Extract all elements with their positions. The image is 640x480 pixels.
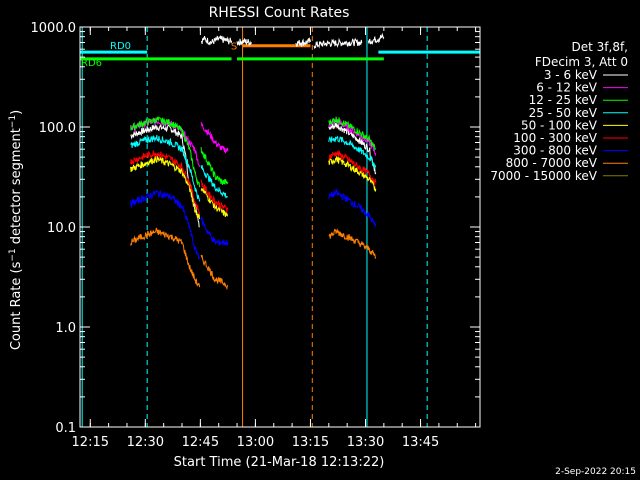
series-line-1-segment-1 [130,124,200,228]
legend-label-8: 800 - 7000 keV [506,156,598,170]
x-axis-label: Start Time (21-Mar-18 12:13:22) [174,455,385,470]
legend-label-7: 300 - 800 keV [513,144,597,158]
series-line-1-segment-4 [295,37,311,48]
series-line-4-segment-2 [200,165,228,199]
series-line-3-segment-2 [200,147,229,185]
state-label-rd0: RD0 [110,41,131,52]
footer-date: 2-Sep-2022 20:15 [555,467,636,477]
y-tick-label-5: 1000.0 [31,21,77,36]
series-line-1-segment-3 [236,38,253,47]
legend-header-line-2: FDecim 3, Att 0 [535,55,628,69]
x-tick-label-1: 12:15 [72,435,109,450]
x-tick-label-3: 12:45 [182,435,219,450]
legend-label-1: 3 - 6 keV [544,68,598,82]
series-line-5-segment-3 [328,156,377,192]
series-line-1-segment-5 [313,37,363,50]
x-tick-label-2: 12:30 [127,435,164,450]
y-axis-label: Count Rate (s−1 detector segment−1) [8,110,24,350]
legend-label-9: 7000 - 15000 keV [490,169,597,183]
series-line-7-segment-3 [328,189,377,228]
y-tick-label-4: 100.0 [39,121,76,136]
chart-title: RHESSI Count Rates [209,5,350,21]
y-tick-label-2: 1.0 [55,321,76,336]
series-line-4-segment-3 [328,136,377,169]
series-line-7-segment-2 [200,216,229,247]
series-line-1-segment-7 [328,122,377,175]
y-axis: 0.1 1.0 10.0 100.0 1000.0 [31,21,480,436]
series-line-8-segment-3 [328,227,377,260]
legend-label-5: 50 - 100 keV [521,118,598,132]
legend-label-4: 25 - 50 keV [529,106,598,120]
series-line-2-segment-2 [200,122,229,154]
series-line-1-segment-6 [367,32,385,46]
x-tick-label-4: 13:00 [237,435,274,450]
series-line-6-segment-3 [328,149,377,186]
x-tick-label-6: 13:30 [347,435,384,450]
series-line-4-segment-1 [130,134,201,202]
series-line-6-segment-2 [200,179,229,213]
plot-frame [79,26,481,428]
legend-label-6: 100 - 300 keV [513,131,597,145]
y-tick-label-3: 10.0 [47,221,76,236]
series-line-3-segment-1 [130,116,201,188]
legend-label-3: 12 - 25 keV [529,93,598,107]
y-tick-label-1: 0.1 [55,421,76,436]
x-axis: 12:15 12:30 12:45 13:00 13:15 13:30 13:45 [72,27,477,450]
series-line-5-segment-1 [130,155,201,220]
legend-header-line-1: Det 3f,8f, [572,40,629,54]
legend-label-2: 6 - 12 keV [536,81,598,95]
x-tick-label-5: 13:15 [292,435,329,450]
series-line-7-segment-1 [130,189,201,260]
series-line-1-segment-2 [201,34,233,46]
series-line-8-segment-2 [200,254,228,291]
x-tick-label-7: 13:45 [402,435,439,450]
plot-area: RD6 RD0 S [80,27,480,427]
series-line-6-segment-1 [130,149,201,215]
state-label-rd6: RD6 [81,58,102,69]
state-label-s: S [231,42,237,53]
series-line-8-segment-1 [130,227,201,288]
series-line-3-segment-3 [328,116,377,152]
